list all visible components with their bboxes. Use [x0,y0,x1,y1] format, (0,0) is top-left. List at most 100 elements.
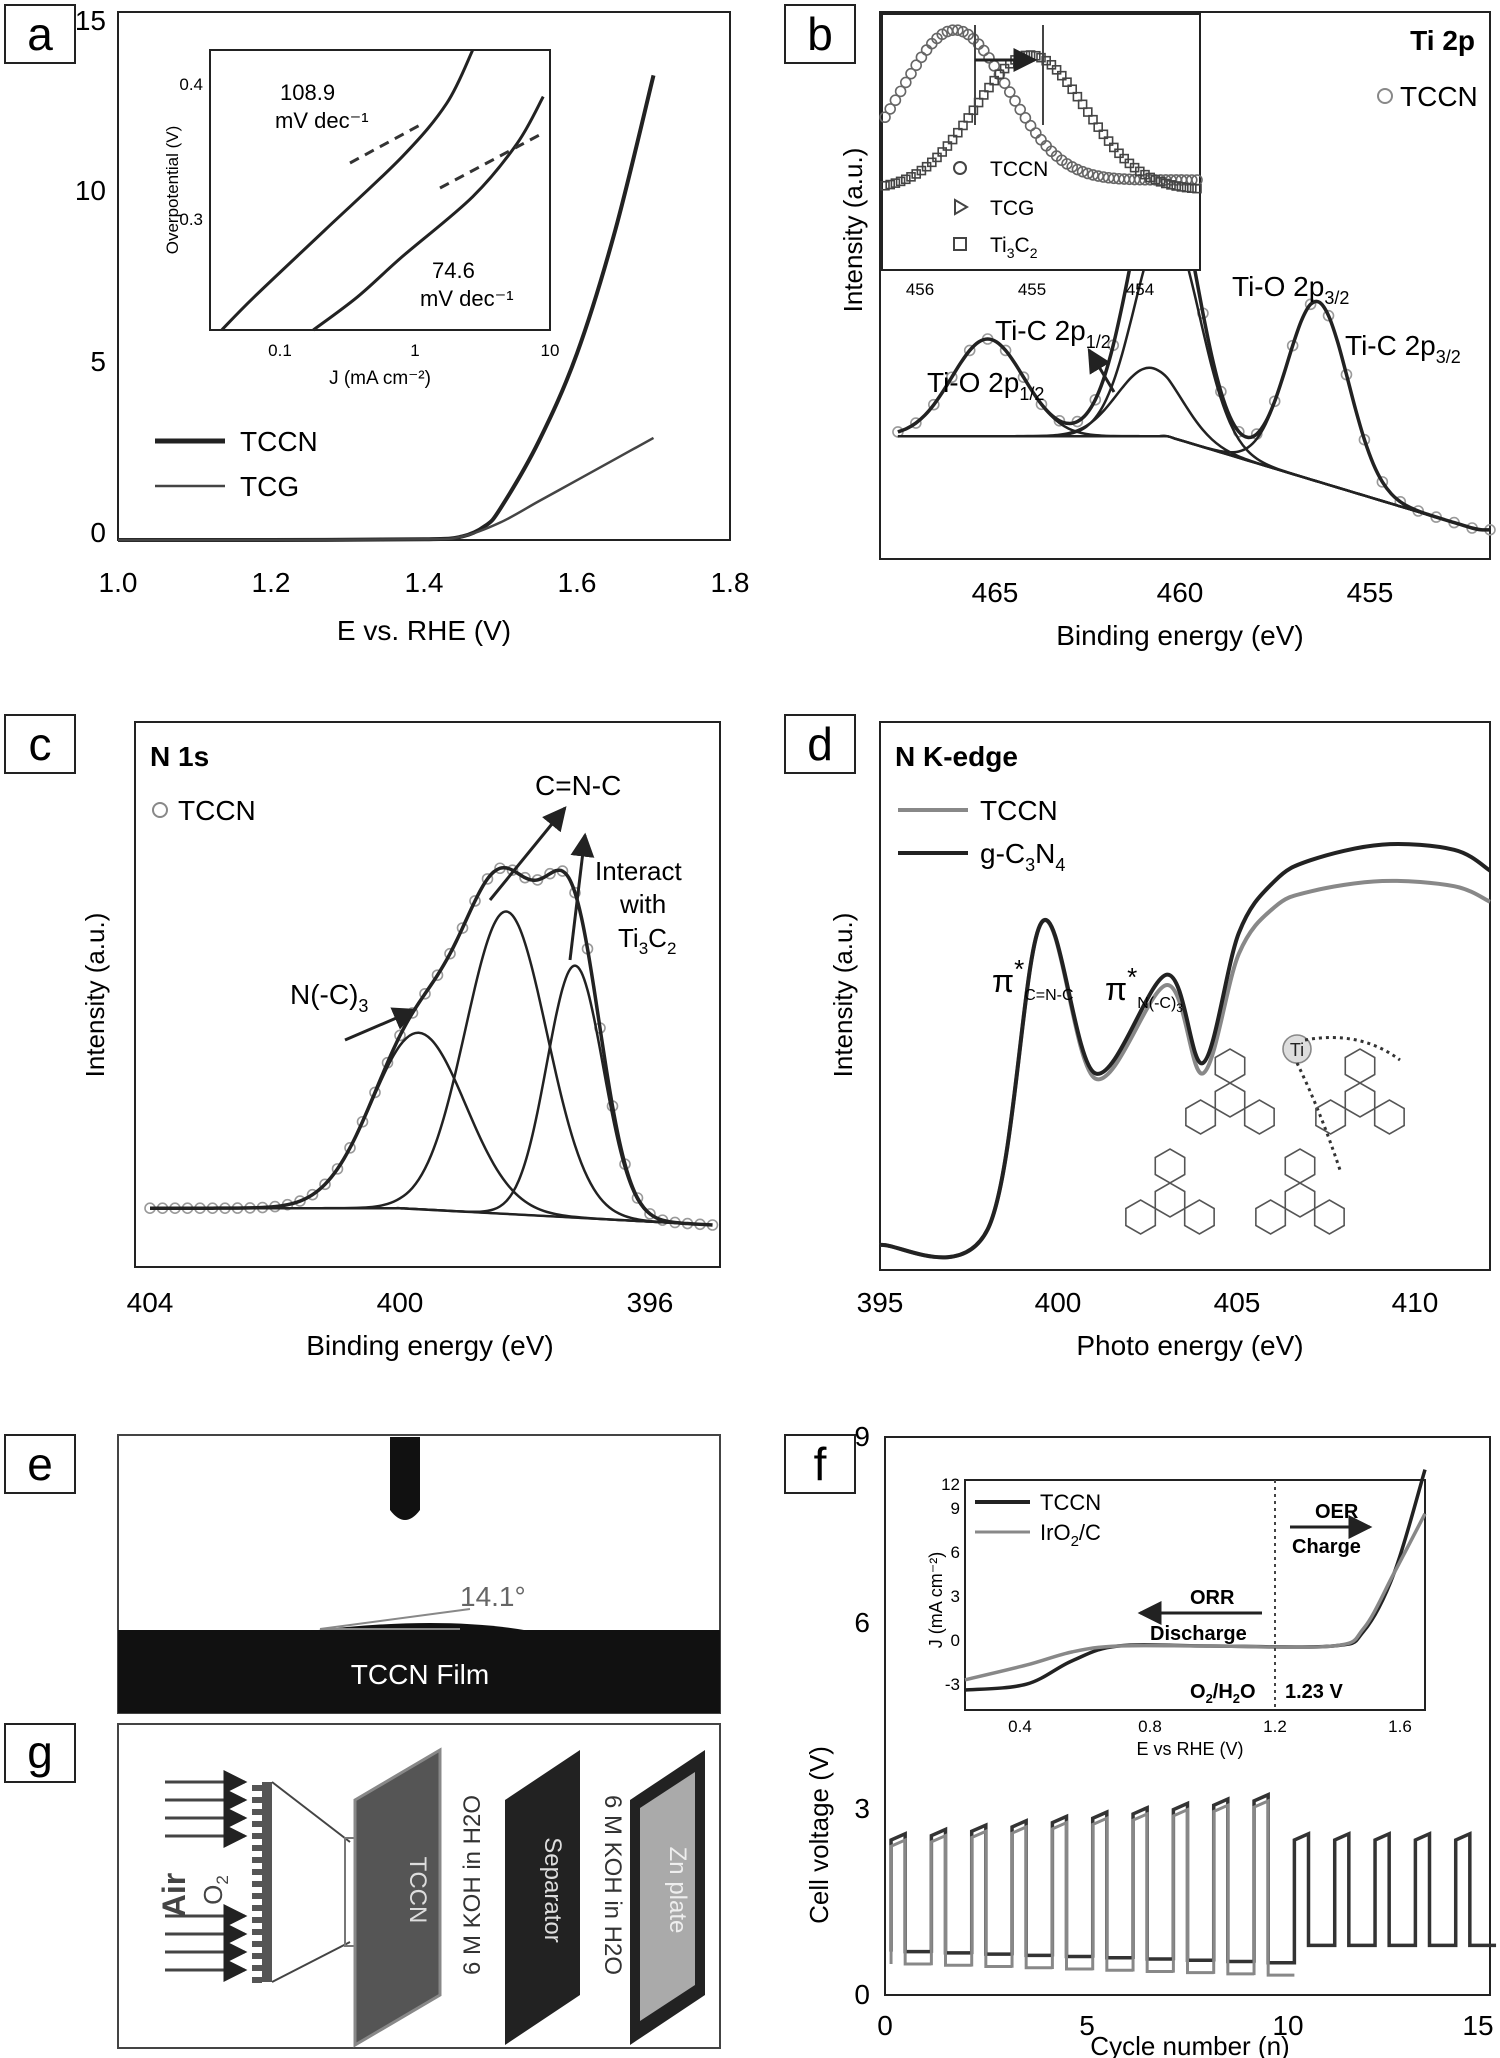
annotation-with: with [619,889,666,919]
inset-ytick: -3 [945,1675,960,1694]
x-tick: 0 [877,2010,893,2041]
inset-point-ti3c2 [1140,169,1150,180]
inset-frame [881,13,1201,271]
panel-a-xlabel: E vs. RHE (V) [337,615,511,646]
y-tick: 0 [90,517,106,548]
line-tcg [117,436,655,542]
inset-line-tcg [220,49,475,332]
inset-xtick: 1.6 [1388,1717,1412,1736]
inset-point-tccn [993,68,1006,81]
inset-point-ti3c2 [1171,181,1181,191]
inset-point-tccn [1071,163,1084,176]
inset-point-ti3c2 [885,179,896,190]
panel-c-series [144,862,719,1231]
x-tick: 460 [1157,577,1204,608]
gdl-tooth [252,1809,262,1815]
inset-xlabel: E vs RHE (V) [1136,1739,1243,1759]
data-point [394,1029,406,1042]
inset-xtick: 0.1 [268,341,292,360]
data-point [644,1208,656,1220]
inset-point-ti3c2 [906,172,916,182]
inset-xlabel: J (mA cm⁻²) [329,368,431,389]
x-tick: 396 [627,1287,674,1318]
inset-point-tccn [1082,167,1094,180]
legend-marker [1377,88,1393,104]
tafel-tccn-unit: mV dec⁻¹ [420,286,514,311]
inset-legend-marker [954,198,969,216]
inset-point-ti3c2 [1083,107,1093,117]
inset-point-tccn [884,103,897,115]
panel-b-letter: b [807,8,833,60]
inset-point-ti3c2 [1176,182,1187,192]
inset-point-ti3c2 [1072,91,1083,102]
inset-point-ti3c2 [1057,70,1067,81]
tccn-film [118,1630,720,1713]
data-point [319,1178,331,1191]
x-tick: 1.0 [99,567,138,598]
gdl-tooth [252,1821,262,1827]
inset-point-ti3c2 [1077,99,1088,110]
panel-f-label-box [784,1434,856,1494]
x-tick: 465 [972,577,1019,608]
inset-point-ti3c2 [1051,65,1062,75]
air-label: Air [156,1873,192,1917]
inset-point-ti3c2 [1155,177,1166,187]
gdl-tooth [252,1845,262,1851]
inset-point-ti3c2 [1150,175,1161,185]
data-point [945,371,958,384]
inset-point-ti3c2 [880,180,890,191]
separator-layer [505,1750,580,2045]
inset-point-ti3c2 [1187,183,1197,193]
panel-d-ylabel: Intensity (a.u.) [828,913,858,1078]
inset-point-ti3c2 [1166,180,1176,190]
inset-point-tccn [983,52,995,64]
annotation-cnc: C=N-C [535,770,621,801]
orr-label: ORR [1190,1587,1235,1609]
panel-c: c N 1s TCCN Intensity (a.u.) 404 400 396… [4,714,721,1361]
panel-b-inset: 456 455 454 TCCN TCG Ti3C2 [879,13,1203,299]
inset-frame [209,49,551,331]
inset-point-tccn [1014,103,1027,116]
cycle-trace-1 [889,1792,1497,1965]
heptazine-ring [1344,1082,1376,1118]
inset-legend: TCCN [990,158,1048,181]
inset-point-tccn [1076,165,1089,178]
inset-xtick: 454 [1126,280,1154,299]
panel-f-letter: f [814,1438,827,1490]
inset-point-ti3c2 [932,152,942,163]
layer-koh-1: 6 M KOH in H2O [459,1795,486,1975]
panel-c-ylabel: Intensity (a.u.) [80,913,110,1078]
panel-b: b Ti 2p TCCN Intensity (a.u.) 465 460 45… [784,4,1496,651]
panel-a-series [117,74,656,543]
heptazine-ring [1183,1199,1215,1235]
peak-label: Ti-C 2p1/2 [995,315,1111,352]
inset-point-ti3c2 [1098,129,1109,140]
data-point [306,1188,319,1201]
contact-angle-line [319,1608,471,1630]
data-point [456,922,469,934]
fit-peak-2 [149,964,713,1227]
inset-point-ti3c2 [994,69,1005,80]
heptazine-units [1125,1048,1405,1235]
gc3n4-structure-illustration: Ti [1125,1034,1405,1235]
inset-point-ti3c2 [937,147,948,157]
layer-zn: Zn plate [664,1847,691,1934]
interaction-dotted-line [1304,1036,1401,1062]
panel-f-inset: TCCN IrO2/C OER Charge ORR Discharge O2/… [926,1469,1427,1759]
heptazine-ring [1154,1148,1186,1184]
x-tick: 1.6 [558,567,597,598]
gdl-tooth [252,1977,262,1983]
panel-e-label-box [4,1434,76,1494]
panel-c-legend: TCCN [178,795,256,826]
zn-plate [640,1772,695,2021]
inset-point-tccn [1019,112,1032,124]
panel-c-letter: c [29,718,52,770]
inset-point-ti3c2 [968,105,979,116]
inset-point-ti3c2 [1145,172,1155,183]
air-arrows [165,1770,248,1982]
gdl-tooth [252,1881,262,1887]
y-tick: 10 [75,175,106,206]
gas-diffusion-layer [262,1782,272,1982]
zoom-line [271,1941,351,1983]
data-point [1304,298,1317,311]
